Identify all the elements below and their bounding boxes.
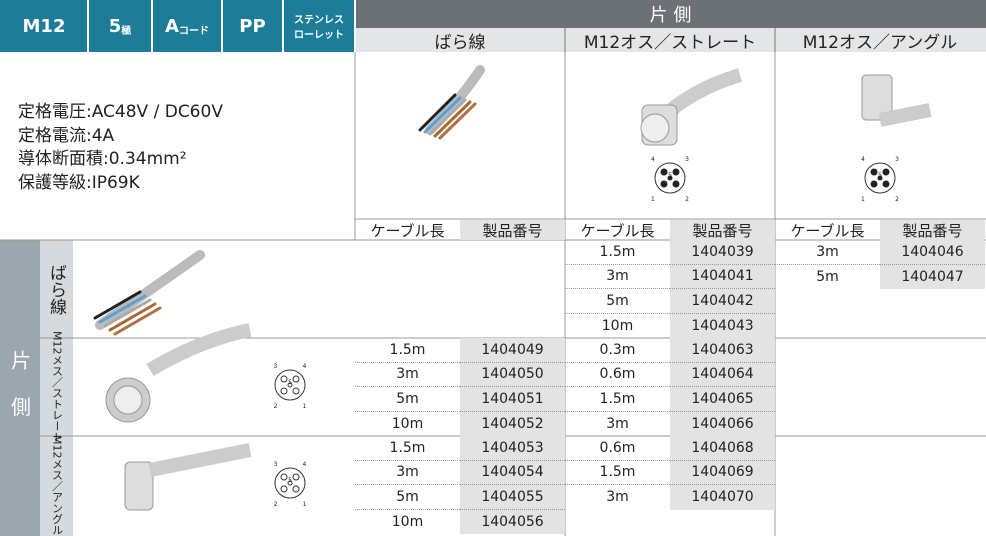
pin-number: 2: [273, 402, 278, 410]
product-number: 1404052: [460, 411, 565, 436]
pin-number: 2: [895, 195, 899, 203]
product-number: 1404068: [670, 436, 775, 461]
cable-length: 0.6m: [565, 363, 670, 387]
length-header: ケーブル長: [370, 221, 445, 240]
pin-number: 4: [302, 460, 307, 468]
cable-length: 5m: [565, 289, 670, 314]
product-number: 1404043: [670, 313, 775, 338]
cable-length: 10m: [391, 513, 424, 530]
pin-number: 5: [288, 378, 292, 386]
pin-number: 4: [860, 155, 865, 163]
group-label: M12メス／ストレート: [50, 331, 64, 443]
badge-main: A: [165, 15, 179, 37]
product-number: 1404049: [460, 338, 565, 363]
pin-number: 1: [302, 402, 307, 410]
cable-length: 5m: [355, 387, 460, 412]
pin-number: 3: [685, 155, 689, 163]
product-number: 1404042: [670, 289, 775, 314]
number-header: 製品番号: [460, 220, 565, 240]
header-badge: PP: [222, 0, 283, 52]
product-number: 1404069: [670, 460, 775, 485]
cable-length: 10m: [601, 317, 634, 334]
cable-length: 1.5m: [565, 387, 670, 412]
pin-number: 3: [895, 155, 899, 163]
product-number: 1404051: [460, 387, 565, 412]
cable-length: 10m: [391, 415, 424, 432]
spec-line: 定格電流:4A: [18, 125, 115, 146]
pin-number: 3: [273, 362, 278, 370]
cable-length: 1.5m: [355, 338, 460, 363]
side-label: 片 側: [7, 349, 32, 427]
top-label: 片 側: [649, 5, 692, 26]
pin-number: 2: [273, 500, 278, 508]
product-number: 1404056: [460, 509, 565, 534]
pin-number: 4: [302, 362, 307, 370]
product-number: 1404041: [670, 264, 775, 289]
pin-number: 3: [273, 460, 278, 468]
cable-length: 5m: [355, 485, 460, 510]
pin-number: 2: [685, 195, 689, 203]
pin-number: 5: [668, 171, 672, 179]
cable-length: 1.5m: [565, 240, 670, 265]
pin-number: 1: [650, 195, 655, 203]
length-header: ケーブル長: [790, 221, 865, 240]
spec-line: 保護等級:IP69K: [18, 172, 140, 193]
group-label: M12メス／アングル: [50, 434, 64, 536]
cable-length: 5m: [816, 268, 839, 285]
cable-length: 3m: [606, 415, 629, 432]
product-number: 1404065: [670, 387, 775, 412]
number-header: 製品番号: [670, 220, 775, 240]
product-number: 1404063: [670, 338, 775, 363]
header-badge: A コード: [152, 0, 222, 52]
product-number: 1404054: [460, 460, 565, 485]
cable-length: 1.5m: [565, 461, 670, 485]
cable-length: 3m: [565, 265, 670, 289]
badge-line: ステンレス: [294, 15, 344, 26]
pin-number: 4: [650, 155, 655, 163]
header-badge: M12: [0, 0, 88, 52]
product-number: 1404046: [880, 240, 985, 265]
pin-number: 1: [860, 195, 865, 203]
column-title: ばら線: [434, 32, 486, 53]
product-number: 1404055: [460, 485, 565, 510]
badge-main: M12: [22, 15, 66, 37]
product-number: 1404050: [460, 362, 565, 387]
column-title: M12オス／アングル: [802, 32, 958, 53]
badge-main: PP: [239, 15, 266, 37]
product-number: 1404039: [670, 240, 775, 265]
badge-sub: 極: [121, 25, 132, 37]
cable-length: 3m: [606, 489, 629, 506]
length-header: ケーブル長: [580, 221, 655, 240]
cable-length: 3m: [355, 363, 460, 387]
spec-line: 導体断面積:0.34mm²: [18, 149, 187, 169]
product-number: 1404047: [880, 264, 985, 289]
badge-line: ローレット: [294, 30, 344, 41]
header-badge: ステンレスローレット: [283, 0, 355, 52]
cable-length: 0.6m: [565, 436, 670, 461]
cable-length: 3m: [775, 240, 880, 265]
product-number: 1404053: [460, 436, 565, 461]
badge-main: 5: [108, 15, 122, 37]
badge-sub: コード: [178, 25, 209, 37]
product-number: 1404064: [670, 362, 775, 387]
group-label: ばら線: [46, 263, 66, 315]
pin-number: 5: [288, 476, 292, 484]
product-number: 1404070: [670, 485, 775, 510]
cable-length: 1.5m: [355, 436, 460, 461]
spec-line: 定格電圧:AC48V / DC60V: [18, 102, 223, 122]
column-title: M12オス／ストレート: [583, 32, 757, 53]
pin-number: 1: [302, 500, 307, 508]
cable-length: 3m: [355, 461, 460, 485]
number-header: 製品番号: [880, 220, 985, 240]
cable-length: 0.3m: [565, 338, 670, 363]
pin-number: 5: [878, 171, 882, 179]
product-number: 1404066: [670, 411, 775, 436]
